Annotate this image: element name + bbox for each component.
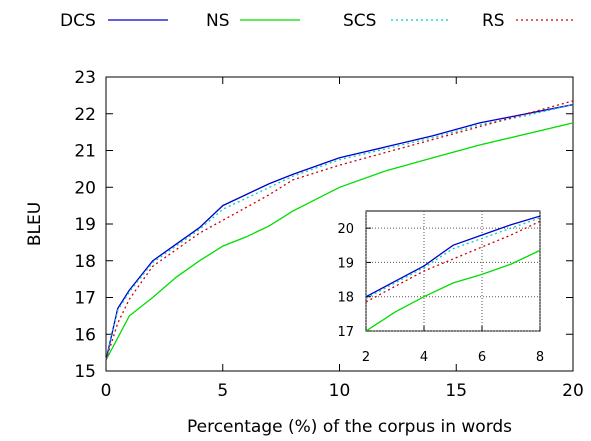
y-tick-label: 23	[74, 68, 96, 88]
inset-plot-area: 17 18 19 20 2 4 6 8	[337, 211, 544, 365]
x-tick-label: 5	[217, 381, 228, 401]
y-axis-label: BLEU	[25, 202, 45, 246]
inset-y-tick-label: 17	[337, 325, 354, 340]
inset-y-tick-label: 19	[337, 256, 354, 271]
legend: DCS NS SCS RS	[60, 11, 576, 31]
legend-label-rs: RS	[482, 11, 505, 31]
legend-label-ns: NS	[206, 11, 230, 31]
x-tick-label: 0	[101, 381, 112, 401]
legend-label-scs: SCS	[343, 11, 376, 31]
legend-label-dcs: DCS	[60, 11, 96, 31]
y-tick-label: 17	[74, 289, 96, 309]
x-tick-label: 10	[329, 381, 351, 401]
inset-x-tick-label: 8	[536, 350, 544, 365]
y-tick-label: 18	[74, 252, 96, 272]
y-tick-label: 19	[74, 215, 96, 235]
x-tick-label: 20	[562, 381, 584, 401]
inset-x-tick-label: 4	[420, 350, 428, 365]
inset-y-tick-label: 18	[337, 291, 354, 306]
inset-x-tick-label: 6	[478, 350, 486, 365]
x-tick-label: 15	[445, 381, 467, 401]
y-tick-label: 15	[74, 362, 96, 382]
y-tick-label: 16	[74, 325, 96, 345]
inset-x-tick-label: 2	[362, 350, 370, 365]
y-tick-label: 21	[74, 142, 96, 162]
y-tick-label: 20	[74, 178, 96, 198]
inset-y-tick-label: 20	[337, 222, 354, 237]
x-axis-label: Percentage (%) of the corpus in words	[187, 417, 512, 437]
y-tick-label: 22	[74, 105, 96, 125]
inset-frame	[366, 211, 540, 331]
